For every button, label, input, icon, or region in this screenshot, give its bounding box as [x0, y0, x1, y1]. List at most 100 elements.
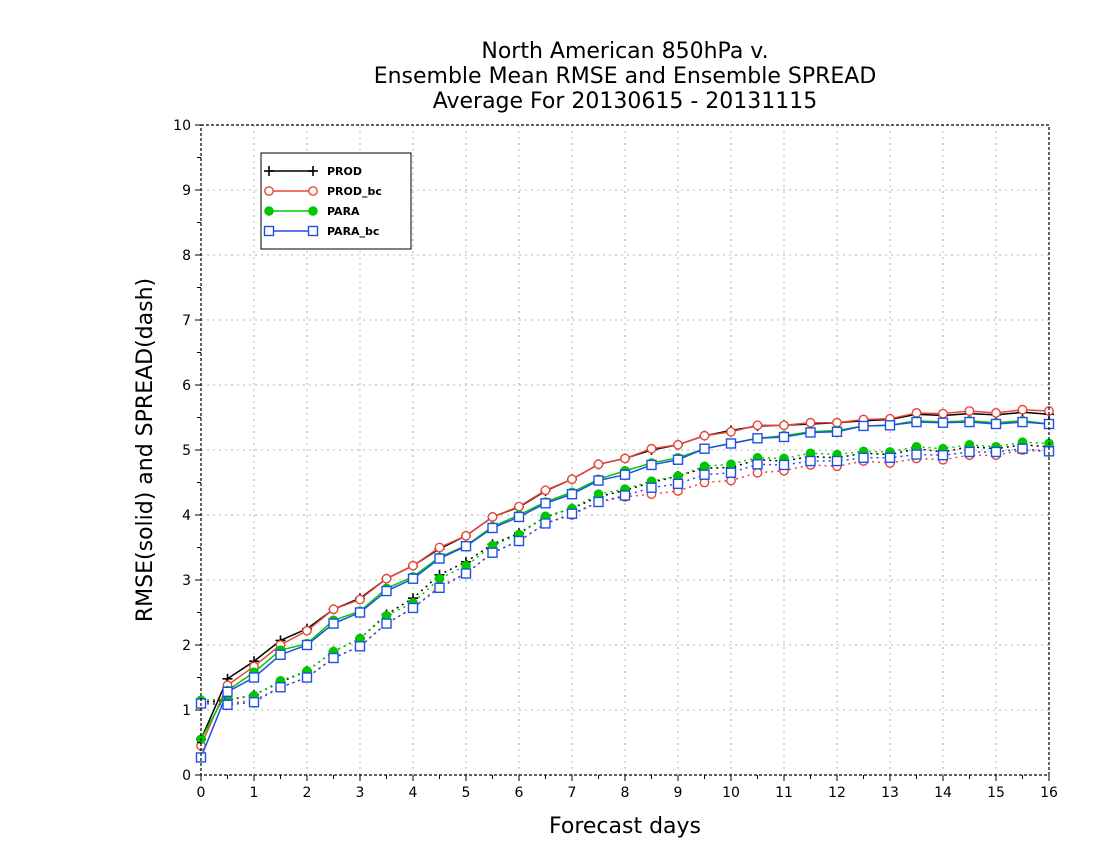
rmse-point [566, 489, 578, 500]
spread-point [566, 508, 578, 519]
spread-point [301, 672, 313, 683]
spread-point [646, 482, 657, 493]
spread-line-prod [200, 444, 1050, 703]
spread-point [778, 459, 790, 471]
rmse-point [514, 501, 524, 512]
rmse-point [673, 439, 683, 450]
rmse-point [831, 426, 843, 437]
spread-point [487, 547, 498, 558]
y-tick-label: 4 [182, 508, 191, 524]
x-tick-label: 2 [303, 785, 312, 801]
x-axis-label: Forecast days [549, 814, 701, 839]
legend-marker [308, 206, 318, 216]
rmse-point [487, 512, 498, 522]
rmse-point [381, 573, 392, 584]
y-axis-label: RMSE(solid) and SPREAD(dash) [133, 278, 158, 622]
y-tick-label: 1 [182, 703, 191, 719]
legend-item-para-bc: PARA_bc [263, 225, 379, 238]
spread-point [381, 618, 392, 629]
legend-marker [308, 166, 318, 176]
rmse-point [752, 433, 763, 444]
rmse-point [646, 443, 657, 454]
legend-marker [264, 166, 274, 176]
rmse-point [275, 649, 286, 660]
y-tick-label: 6 [182, 378, 191, 394]
y-tick-label: 9 [182, 183, 191, 199]
chart-title-line: North American 850hPa v. [481, 39, 768, 64]
rmse-point [487, 522, 498, 534]
rmse-point [911, 416, 922, 428]
spread-point [752, 459, 763, 470]
rmse-point [513, 511, 525, 523]
spread-point [328, 652, 339, 664]
spread-point [725, 467, 737, 478]
series-layer [195, 404, 1055, 763]
rmse-point [354, 607, 366, 618]
y-tick-label: 10 [173, 118, 191, 134]
rmse-point [195, 752, 207, 763]
rmse-point [434, 542, 445, 553]
rmse-point [301, 639, 313, 651]
x-tick-label: 16 [1040, 785, 1058, 801]
x-tick-label: 11 [775, 785, 793, 801]
legend-label: PROD [327, 165, 362, 178]
x-tick-label: 14 [934, 785, 952, 801]
legend-item-para: PARA [264, 205, 360, 218]
spread-point [831, 455, 843, 467]
series-prod-bc [196, 404, 1054, 751]
rmse-point [540, 485, 551, 496]
spread-point [248, 697, 260, 708]
rmse-point [805, 427, 816, 438]
rmse-point [778, 431, 790, 443]
rmse-point [408, 560, 418, 571]
rmse-point [222, 686, 233, 697]
legend-marker [264, 206, 274, 216]
spread-point [434, 582, 445, 593]
spread-point [222, 699, 233, 710]
rmse-point [302, 625, 312, 636]
y-tick-label: 8 [182, 248, 191, 264]
spread-point [460, 568, 472, 579]
spread-point [858, 452, 869, 463]
spread-point [752, 467, 763, 478]
x-tick-label: 6 [515, 785, 524, 801]
rmse-point [805, 417, 816, 428]
rmse-point [593, 475, 604, 486]
rmse-point [726, 426, 736, 437]
legend-marker [264, 186, 274, 196]
rmse-point [884, 420, 896, 431]
legend-box [260, 152, 412, 250]
y-tick-label: 5 [182, 443, 191, 459]
rmse-point [1044, 406, 1054, 416]
spread-point [884, 452, 896, 463]
x-tick-label: 0 [197, 785, 206, 801]
legend-label: PARA [327, 205, 360, 218]
chart-title-line: Ensemble Mean RMSE and Ensemble SPREAD [374, 64, 877, 89]
spread-point [434, 573, 445, 584]
rmse-point [248, 672, 260, 683]
rmse-point [779, 420, 789, 431]
rmse-point [593, 459, 604, 470]
chart-title: North American 850hPa v.Ensemble Mean RM… [374, 39, 877, 114]
rmse-point [725, 438, 737, 449]
rmse-point [646, 459, 657, 471]
x-tick-label: 7 [568, 785, 577, 801]
legend: PROD PROD_bc PARA PARA_bc [260, 152, 412, 250]
spread-point [726, 459, 736, 470]
rmse-point [858, 420, 869, 432]
rmse-point [991, 408, 1001, 418]
spread-point [1043, 446, 1055, 457]
rmse-point [434, 553, 445, 564]
rmse-point [620, 453, 630, 464]
series-para [196, 415, 1054, 745]
rmse-point [938, 408, 948, 419]
rmse-point [328, 604, 339, 615]
spread-point [407, 602, 419, 614]
legend-marker [263, 225, 275, 237]
legend-item-prod-bc: PROD_bc [264, 185, 382, 198]
spread-point [990, 446, 1002, 458]
legend-label: PROD_bc [327, 185, 382, 198]
y-tick-label: 3 [182, 573, 191, 589]
spread-point [672, 478, 684, 489]
